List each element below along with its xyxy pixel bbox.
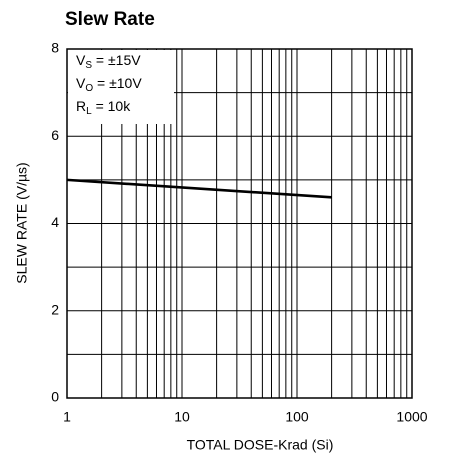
y-tick-label: 2 bbox=[51, 301, 59, 317]
annotation-tail: = 10k bbox=[92, 98, 132, 114]
y-tick-label: 0 bbox=[51, 389, 59, 405]
annotation: RL = 10k bbox=[76, 98, 131, 117]
x-tick-label: 1000 bbox=[396, 409, 427, 425]
annotation-base: R bbox=[76, 98, 86, 114]
y-axis-label: SLEW RATE (V/µs) bbox=[14, 162, 30, 283]
annotation-sub: O bbox=[85, 83, 93, 94]
annotation-sub: S bbox=[85, 60, 92, 71]
annotation-tail: = ±15V bbox=[92, 52, 141, 68]
y-tick-label: 8 bbox=[51, 40, 59, 56]
x-tick-label: 1 bbox=[63, 409, 71, 425]
annotation-sub: L bbox=[86, 106, 92, 117]
x-axis-label: TOTAL DOSE-Krad (Si) bbox=[187, 437, 334, 453]
annotation-tail: = ±10V bbox=[93, 75, 142, 91]
annotation: VS = ±15V bbox=[76, 52, 141, 71]
annotation-base: V bbox=[76, 75, 86, 91]
x-tick-label: 100 bbox=[285, 409, 309, 425]
y-tick-label: 6 bbox=[51, 127, 59, 143]
x-tick-label: 10 bbox=[174, 409, 190, 425]
annotation-base: V bbox=[76, 52, 86, 68]
annotation-box bbox=[68, 50, 174, 124]
y-tick-label: 4 bbox=[51, 214, 59, 230]
data-line bbox=[66, 178, 332, 199]
plot-frame bbox=[66, 48, 413, 399]
chart-title: Slew Rate bbox=[65, 9, 155, 30]
annotation: VO = ±10V bbox=[76, 75, 142, 94]
